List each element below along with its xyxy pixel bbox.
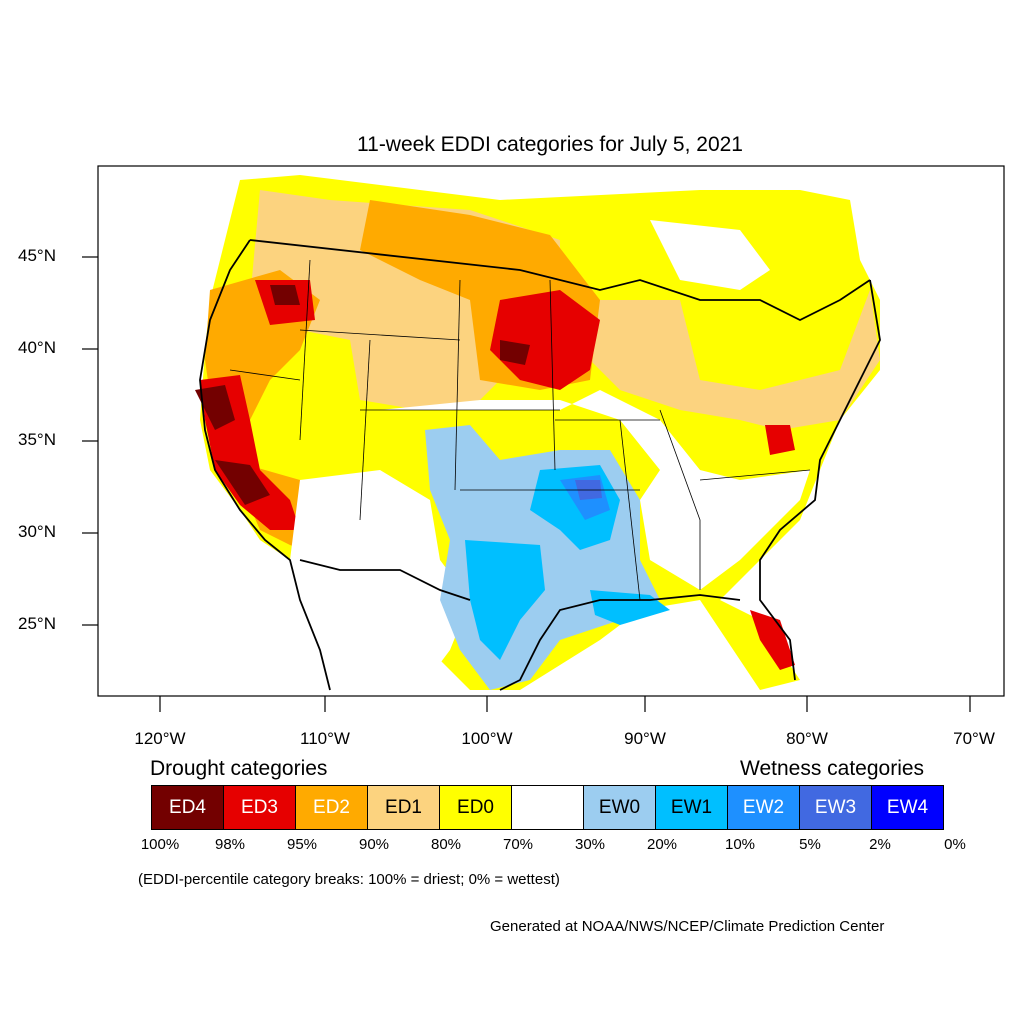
lon-ticks — [159, 696, 971, 712]
legend-cell-ew1: EW1 — [656, 785, 728, 830]
legend-break-label: 100% — [140, 836, 180, 853]
credit-line: Generated at NOAA/NWS/NCEP/Climate Predi… — [490, 918, 885, 935]
ed3-region-va — [765, 425, 795, 455]
legend-break-label: 98% — [214, 836, 246, 853]
legend-break-label: 70% — [502, 836, 534, 853]
ed4-region-2 — [215, 460, 270, 505]
ed4-region-3 — [500, 340, 530, 365]
category-note: (EDDI-percentile category breaks: 100% =… — [138, 871, 560, 888]
legend-cell-ed4: ED4 — [151, 785, 224, 830]
neutral-region-northeast — [650, 220, 770, 290]
legend-cell-ew4: EW4 — [872, 785, 944, 830]
neutral-region-southwest — [290, 470, 470, 690]
lat-label-40: 40°N — [18, 338, 56, 357]
legend-break-label: 0% — [944, 836, 966, 853]
legend-cell-ed1: ED1 — [368, 785, 440, 830]
map-title: 11-week EDDI categories for July 5, 2021 — [357, 133, 743, 156]
neutral-region-central — [380, 390, 810, 590]
ed4-region-4 — [270, 285, 300, 305]
lon-label-100w: 100°W — [461, 729, 513, 748]
legend-break-label: 80% — [430, 836, 462, 853]
legend-cell-ew0: EW0 — [584, 785, 656, 830]
plot-frame — [97, 165, 1005, 697]
legend-break-label: 90% — [358, 836, 390, 853]
legend-break-label: 95% — [286, 836, 318, 853]
legend-break-label: 2% — [869, 836, 891, 853]
legend-cell-neutral — [512, 785, 584, 830]
legend-cell-ed0: ED0 — [440, 785, 512, 830]
lat-label-30: 30°N — [18, 522, 56, 541]
ew1-region-tx — [465, 540, 545, 660]
legend-break-label: 5% — [799, 836, 821, 853]
lat-label-45: 45°N — [18, 246, 56, 265]
ed3-region-north — [490, 290, 600, 390]
lon-label-90w: 90°W — [624, 729, 666, 748]
lon-label-110w: 110°W — [300, 729, 350, 748]
lat-ticks — [82, 256, 98, 626]
map-field — [195, 175, 880, 690]
ew1-region-gulf — [590, 590, 670, 625]
ed3-region-fl — [750, 610, 795, 670]
drought-heading: Drought categories — [150, 757, 328, 780]
legend-bar: ED4 ED3 ED2 ED1 ED0 EW0 EW1 EW2 EW3 EW4 — [151, 785, 951, 830]
wetness-heading: Wetness categories — [740, 757, 925, 780]
legend-cell-ed3: ED3 — [224, 785, 296, 830]
legend-break-label: 30% — [574, 836, 606, 853]
legend-cell-ew3: EW3 — [800, 785, 872, 830]
lon-label-70w: 70°W — [953, 729, 995, 748]
legend-break-label: 10% — [724, 836, 756, 853]
ed1-region-east — [590, 290, 880, 430]
lat-label-25: 25°N — [18, 614, 56, 633]
state-borders — [229, 259, 811, 601]
lon-label-80w: 80°W — [786, 729, 828, 748]
legend-cell-ed2: ED2 — [296, 785, 368, 830]
coastlines — [199, 239, 881, 691]
legend-cell-ew2: EW2 — [728, 785, 800, 830]
ed4-region — [195, 385, 235, 430]
lon-label-120w: 120°W — [134, 729, 186, 748]
legend-break-label: 20% — [646, 836, 678, 853]
lat-label-35: 35°N — [18, 430, 56, 449]
